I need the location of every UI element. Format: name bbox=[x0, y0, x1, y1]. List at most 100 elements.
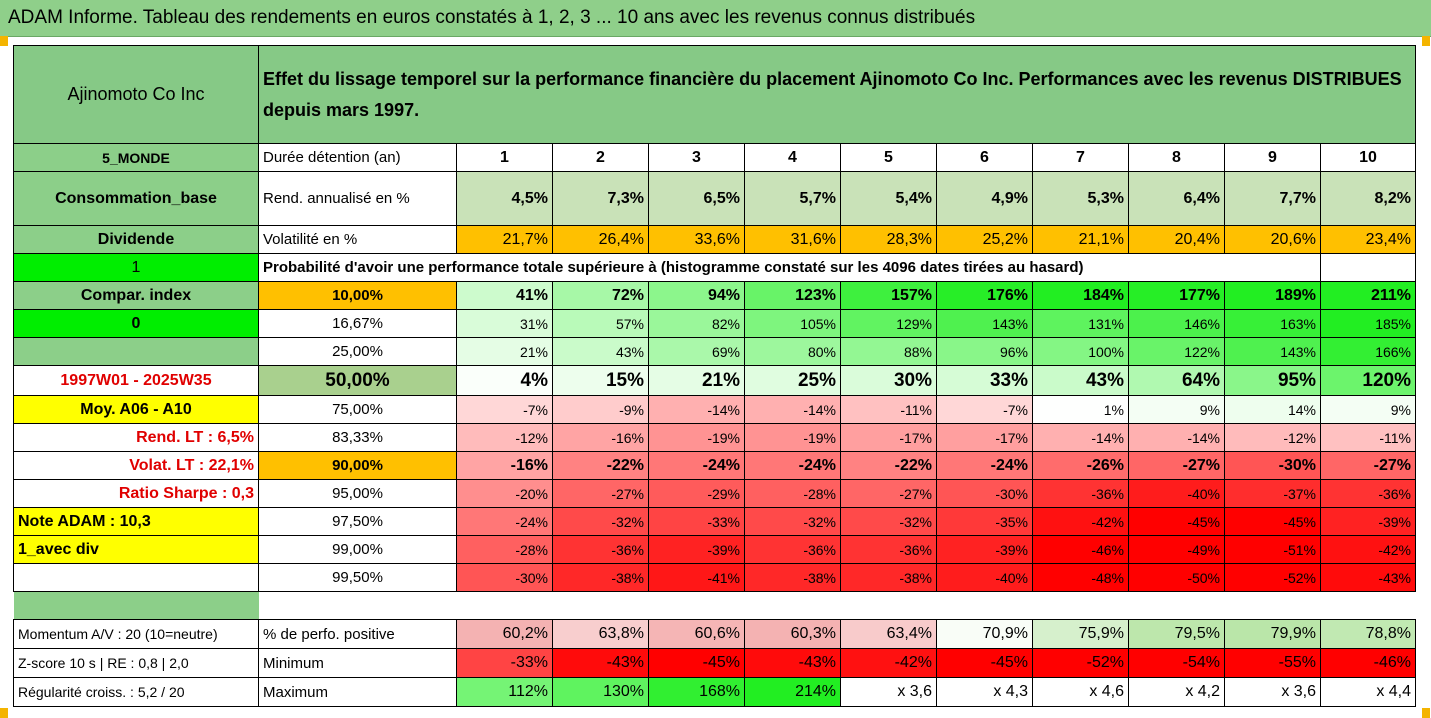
quantile-value: -14% bbox=[744, 395, 841, 424]
proba-row: 1 Probabilité d'avoir une performance tot… bbox=[13, 253, 1416, 282]
quantile-value: -27% bbox=[1320, 451, 1416, 480]
rend-value: 5,7% bbox=[744, 171, 841, 226]
quantile-value: 146% bbox=[1128, 309, 1225, 338]
quantile-value: 185% bbox=[1320, 309, 1416, 338]
quantile-value: -52% bbox=[1224, 563, 1321, 592]
quantile-value: -33% bbox=[648, 507, 745, 536]
quantile-value: 122% bbox=[1128, 337, 1225, 366]
description-text: Effet du lissage temporel sur la perform… bbox=[258, 45, 1416, 144]
year-header: 10 bbox=[1320, 143, 1416, 172]
quantile-value: -36% bbox=[840, 535, 937, 564]
quantile-row: Volat. LT : 22,1% 90,00% -16% -22% -24% -24% -… bbox=[13, 451, 1416, 480]
quantile-value: -19% bbox=[744, 423, 841, 452]
stat-value: x 3,6 bbox=[1224, 677, 1321, 707]
stat-value: 63,8% bbox=[552, 619, 649, 649]
stat-value: 130% bbox=[552, 677, 649, 707]
corner-marker bbox=[1422, 36, 1430, 46]
vol-value: 31,6% bbox=[744, 225, 841, 254]
corner-marker bbox=[0, 708, 8, 718]
rend-value: 6,5% bbox=[648, 171, 745, 226]
stat-value: -43% bbox=[744, 648, 841, 678]
quantile-value: 184% bbox=[1032, 281, 1129, 310]
quantile-value: -11% bbox=[840, 395, 937, 424]
quantile-row: 1997W01 - 2025W35 50,00% 4% 15% 21% 25% 30% 33%… bbox=[13, 365, 1416, 396]
side-label: 1_avec div bbox=[13, 535, 259, 564]
side-label: 0 bbox=[13, 309, 259, 338]
vol-value: 20,6% bbox=[1224, 225, 1321, 254]
quantile-value: 166% bbox=[1320, 337, 1416, 366]
quantile-value: 120% bbox=[1320, 365, 1416, 396]
quantile-value: -20% bbox=[456, 479, 553, 508]
quantile-value: -12% bbox=[456, 423, 553, 452]
stats-row: Régularité croiss. : 5,2 / 20 Maximum 112%… bbox=[13, 677, 1416, 707]
spacer-row bbox=[13, 591, 1416, 620]
quantile-value: -28% bbox=[456, 535, 553, 564]
stat-value: -42% bbox=[840, 648, 937, 678]
quantile-value: -41% bbox=[648, 563, 745, 592]
quantile-value: 33% bbox=[936, 365, 1033, 396]
year-header: 7 bbox=[1032, 143, 1129, 172]
year-header: 2 bbox=[552, 143, 649, 172]
quantile-value: -39% bbox=[936, 535, 1033, 564]
sector-label: Consommation_base bbox=[13, 171, 259, 226]
quantile-value: -7% bbox=[936, 395, 1033, 424]
vol-value: 21,1% bbox=[1032, 225, 1129, 254]
year-header: 9 bbox=[1224, 143, 1321, 172]
stat-value: -52% bbox=[1032, 648, 1129, 678]
quantile-value: 100% bbox=[1032, 337, 1129, 366]
quantile-value: -19% bbox=[648, 423, 745, 452]
empty-cell bbox=[1320, 253, 1416, 282]
quantile-value: -40% bbox=[936, 563, 1033, 592]
stats-row: Z-score 10 s | RE : 0,8 | 2,0 Minimum -33%… bbox=[13, 648, 1416, 678]
rend-value: 6,4% bbox=[1128, 171, 1225, 226]
vol-value: 28,3% bbox=[840, 225, 937, 254]
quantile-value: -24% bbox=[456, 507, 553, 536]
stat-side-label: Régularité croiss. : 5,2 / 20 bbox=[13, 677, 259, 707]
quantile-label: 16,67% bbox=[258, 309, 457, 338]
quantile-row: 25,00% 21% 43% 69% 80% 88% 96% 100% 122% 143% 166% bbox=[13, 337, 1416, 366]
spacer-cell bbox=[259, 592, 1416, 620]
quantile-value: 143% bbox=[1224, 337, 1321, 366]
stat-value: 214% bbox=[744, 677, 841, 707]
quantile-value: -39% bbox=[1320, 507, 1416, 536]
year-header: 3 bbox=[648, 143, 745, 172]
quantile-label: 97,50% bbox=[258, 507, 457, 536]
quantile-value: 9% bbox=[1320, 395, 1416, 424]
rend-value: 5,4% bbox=[840, 171, 937, 226]
vol-value: 26,4% bbox=[552, 225, 649, 254]
year-header: 1 bbox=[456, 143, 553, 172]
performance-table: Ajinomoto Co Inc Effet du lissage tempore… bbox=[13, 45, 1416, 707]
side-label: 1997W01 - 2025W35 bbox=[13, 365, 259, 396]
quantile-row: Note ADAM : 10,3 97,50% -24% -32% -33% -32% -3… bbox=[13, 507, 1416, 536]
quantile-value: -46% bbox=[1032, 535, 1129, 564]
vol-value: 23,4% bbox=[1320, 225, 1416, 254]
vol-label: Volatilité en % bbox=[258, 225, 457, 254]
stat-value: x 3,6 bbox=[840, 677, 937, 707]
quantile-value: 157% bbox=[840, 281, 937, 310]
quantile-value: 14% bbox=[1224, 395, 1321, 424]
vol-value: 25,2% bbox=[936, 225, 1033, 254]
quantile-value: -30% bbox=[456, 563, 553, 592]
stat-value: 79,9% bbox=[1224, 619, 1321, 649]
stat-value: 60,3% bbox=[744, 619, 841, 649]
side-label: Compar. index bbox=[13, 281, 259, 310]
year-header: 5 bbox=[840, 143, 937, 172]
rend-value: 4,9% bbox=[936, 171, 1033, 226]
quantile-value: -39% bbox=[648, 535, 745, 564]
quantile-value: -40% bbox=[1128, 479, 1225, 508]
quantile-value: -22% bbox=[840, 451, 937, 480]
quantile-value: 94% bbox=[648, 281, 745, 310]
stat-label: Maximum bbox=[258, 677, 457, 707]
stat-value: 63,4% bbox=[840, 619, 937, 649]
vol-value: 21,7% bbox=[456, 225, 553, 254]
quantile-value: 123% bbox=[744, 281, 841, 310]
quantile-label: 10,00% bbox=[258, 281, 457, 310]
years-row: 5_MONDE Durée détention (an) 1 2 3 4 5 6 7 8 9 10 bbox=[13, 143, 1416, 172]
vol-value: 33,6% bbox=[648, 225, 745, 254]
stat-label: Minimum bbox=[258, 648, 457, 678]
side-label bbox=[13, 563, 259, 592]
rend-value: 7,3% bbox=[552, 171, 649, 226]
rend-row: Consommation_base Rend. annualisé en % 4,5… bbox=[13, 171, 1416, 226]
quantile-value: -12% bbox=[1224, 423, 1321, 452]
quantile-value: -49% bbox=[1128, 535, 1225, 564]
